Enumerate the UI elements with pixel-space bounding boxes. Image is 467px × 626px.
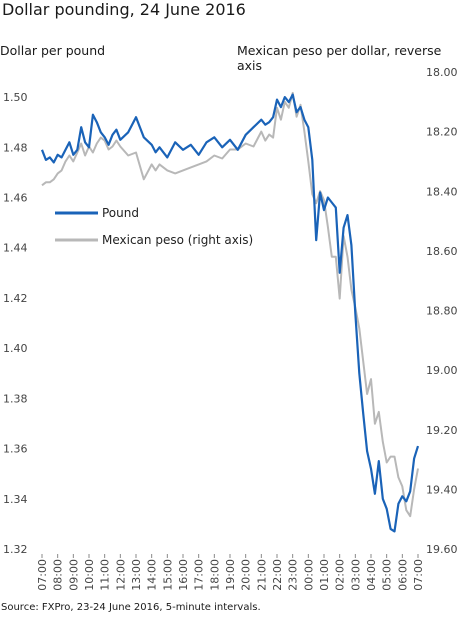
right-tick-label: 18.20 <box>426 126 458 139</box>
x-tick-label: 01:00 <box>318 559 331 591</box>
left-tick-label: 1.34 <box>3 493 28 506</box>
x-tick-label: 15:00 <box>161 559 174 591</box>
x-tick-label: 12:00 <box>114 559 127 591</box>
right-tick-label: 18.00 <box>426 66 458 79</box>
legend-label-peso: Mexican peso (right axis) <box>102 233 253 247</box>
x-tick-label: 13:00 <box>130 559 143 591</box>
peso-series-line <box>41 91 419 518</box>
x-tick-label: 11:00 <box>99 559 112 591</box>
x-tick-label: 14:00 <box>146 559 159 591</box>
left-axis-label: Dollar per pound <box>0 43 106 58</box>
left-tick-label: 1.42 <box>3 292 28 305</box>
x-tick-label: 09:00 <box>67 559 80 591</box>
source-note: Source: FXPro, 23-24 June 2016, 5-minute… <box>1 602 261 613</box>
x-tick-label: 08:00 <box>52 559 65 591</box>
chart-title: Dollar pounding, 24 June 2016 <box>2 0 246 19</box>
right-tick-label: 19.40 <box>426 483 458 496</box>
x-tick-label: 04:00 <box>365 559 378 591</box>
x-tick-label: 19:00 <box>224 559 237 591</box>
right-tick-label: 19.20 <box>426 424 458 437</box>
left-tick-label: 1.48 <box>3 141 28 154</box>
x-tick-label: 17:00 <box>193 559 206 591</box>
right-tick-label: 19.00 <box>426 364 458 377</box>
x-tick-label: 22:00 <box>271 559 284 591</box>
x-tick-label: 02:00 <box>334 559 347 591</box>
x-tick-label: 20:00 <box>240 559 253 591</box>
x-tick-label: 06:00 <box>396 559 409 591</box>
left-tick-label: 1.46 <box>3 192 28 205</box>
legend-label-pound: Pound <box>102 206 139 220</box>
x-tick-label: 00:00 <box>302 559 315 591</box>
right-tick-label: 18.80 <box>426 305 458 318</box>
left-tick-label: 1.50 <box>3 91 28 104</box>
x-tick-label: 03:00 <box>349 559 362 591</box>
left-tick-label: 1.38 <box>3 392 28 405</box>
right-axis-label: Mexican peso per dollar, reverse axis <box>237 43 442 73</box>
x-tick-label: 16:00 <box>177 559 190 591</box>
pound-series-line <box>40 93 420 533</box>
right-tick-label: 18.60 <box>426 245 458 258</box>
right-tick-label: 19.60 <box>426 543 458 556</box>
x-tick-label: 18:00 <box>208 559 221 591</box>
left-tick-label: 1.36 <box>3 443 28 456</box>
left-tick-label: 1.40 <box>3 342 28 355</box>
x-tick-label: 23:00 <box>287 559 300 591</box>
x-tick-label: 07:00 <box>36 559 49 591</box>
x-tick-label: 21:00 <box>255 559 268 591</box>
left-tick-label: 1.32 <box>3 543 28 556</box>
left-tick-label: 1.44 <box>3 242 28 255</box>
x-tick-label: 07:00 <box>412 559 425 591</box>
x-tick-label: 10:00 <box>83 559 96 591</box>
x-tick-label: 05:00 <box>381 559 394 591</box>
right-tick-label: 18.40 <box>426 185 458 198</box>
